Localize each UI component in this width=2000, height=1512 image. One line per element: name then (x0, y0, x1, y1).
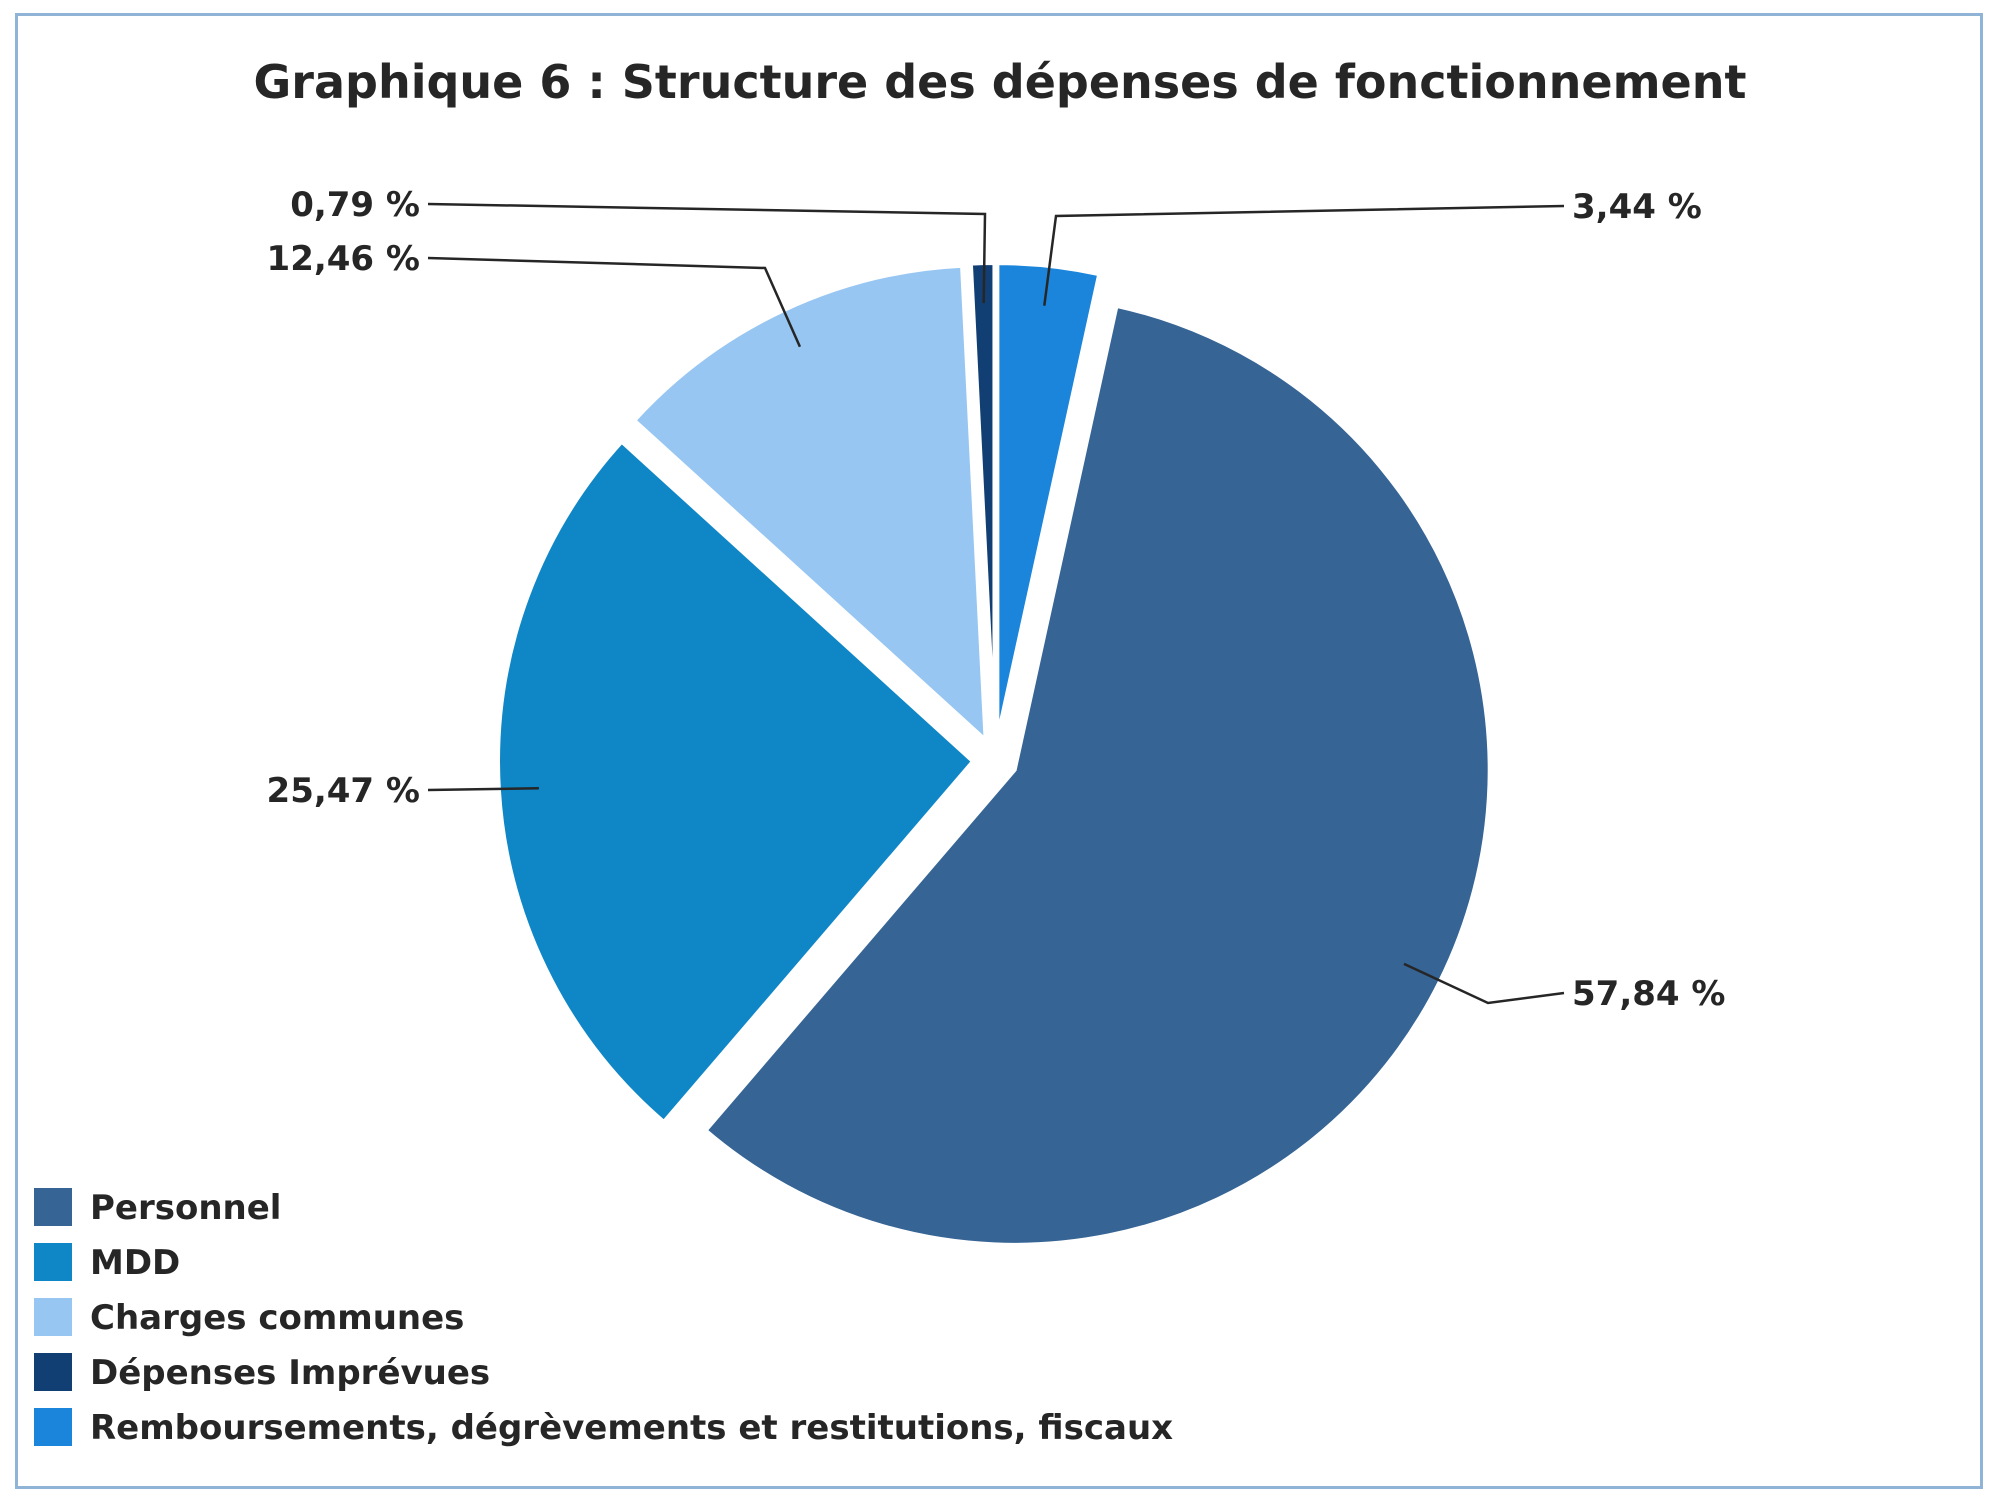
legend-item-depenses-imprevues: Dépenses Imprévues (34, 1353, 490, 1393)
leader-line-charges-communes (427, 256, 802, 348)
legend-label-mdd: MDD (90, 1243, 180, 1283)
pie-slice-depenses-imprevues (968, 261, 997, 739)
legend-label-depenses-imprevues: Dépenses Imprévues (90, 1353, 490, 1393)
legend-swatch-mdd (34, 1243, 72, 1281)
data-label-remboursements-degrevements-et-restitutions-fiscaux: 3,44 % (1572, 187, 1702, 227)
legend-swatch-depenses-imprevues (34, 1353, 72, 1391)
data-labels: 3,44 % 57,84 % 25,47 % 12,46 % 0,79 % (267, 185, 1726, 1014)
pie-slice-mdd (496, 438, 976, 1125)
legend-swatch-remboursements-degrevements-et-restitutions-fiscaux (34, 1408, 72, 1446)
legend-label-personnel: Personnel (90, 1188, 281, 1228)
data-label-mdd: 25,47 % (267, 771, 420, 811)
leader-line-depenses-imprevues (427, 202, 987, 304)
legend-item-charges-communes: Charges communes (34, 1298, 464, 1338)
legend-label-charges-communes: Charges communes (90, 1298, 464, 1338)
data-label-personnel: 57,84 % (1572, 974, 1725, 1014)
legend-swatch-personnel (34, 1188, 72, 1226)
legend-item-personnel: Personnel (34, 1188, 281, 1228)
data-label-depenses-imprevues: 0,79 % (290, 185, 420, 225)
legend: Personnel MDD Charges communes Dépenses Imp… (34, 1188, 1173, 1448)
pie-slices (496, 261, 1492, 1247)
data-label-charges-communes: 12,46 % (267, 239, 420, 279)
leader-line-remboursements-degrevements-et-restitutions-fiscaux (1043, 204, 1565, 306)
leader-line-personnel (1403, 962, 1565, 1005)
chart-title: Graphique 6 : Structure des dépenses de … (254, 55, 1747, 109)
legend-item-remboursements-degrevements-et-restitutions-fiscaux: Remboursements, dégrèvements et restitut… (34, 1408, 1173, 1448)
legend-item-mdd: MDD (34, 1243, 180, 1283)
leader-line-mdd (427, 787, 539, 792)
legend-label-remboursements-degrevements-et-restitutions-fiscaux: Remboursements, dégrèvements et restitut… (90, 1408, 1173, 1448)
label-leader-lines (427, 202, 1565, 1005)
legend-swatch-charges-communes (34, 1298, 72, 1336)
